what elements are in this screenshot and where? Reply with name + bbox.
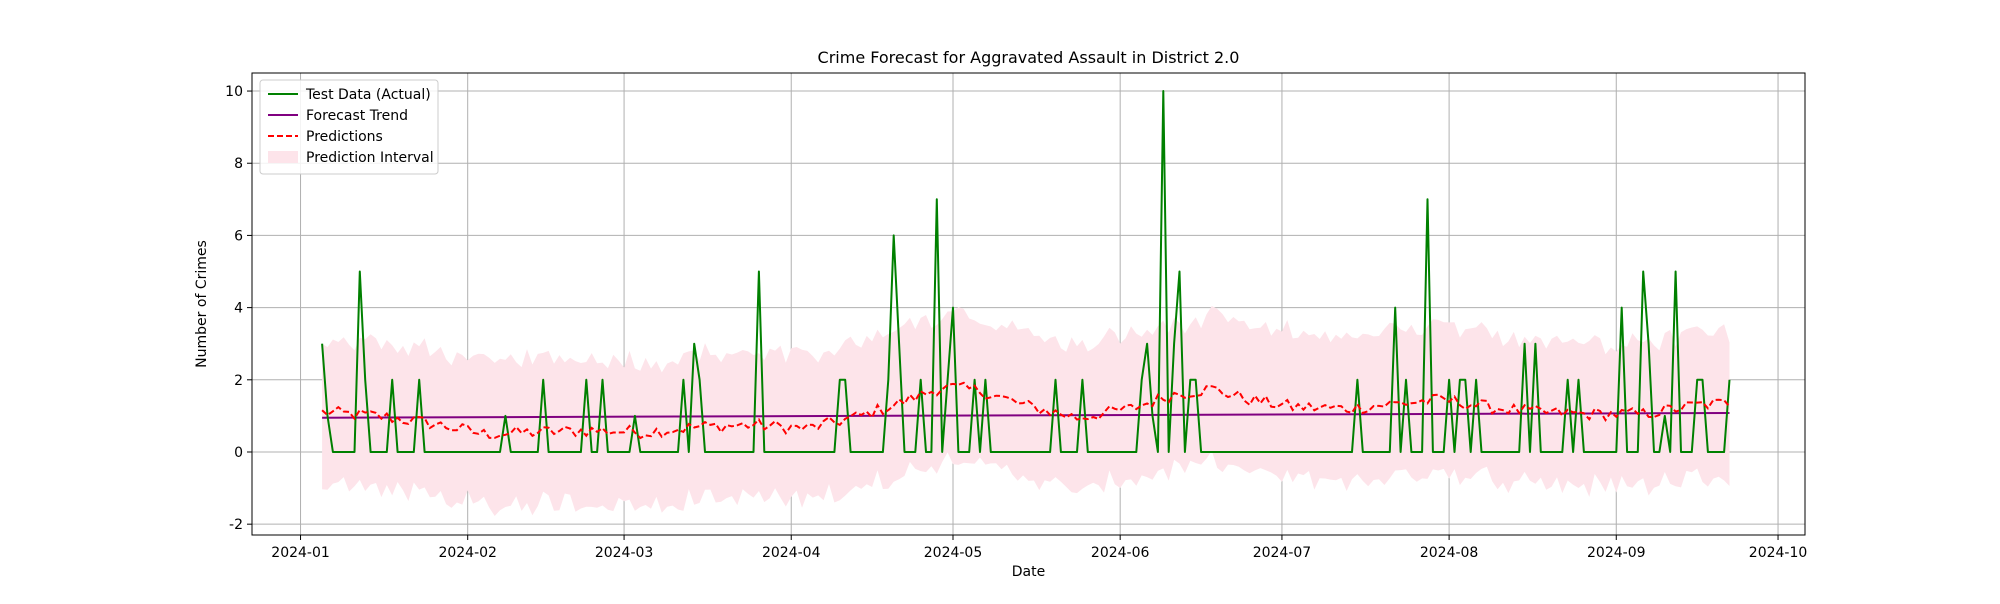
y-tick-label: 6 <box>234 228 243 244</box>
forecast-trend-layer <box>322 412 1730 419</box>
x-tick-label: 2024-04 <box>762 545 821 561</box>
y-tick-label: 2 <box>234 373 243 389</box>
y-tick-label: 8 <box>234 156 243 172</box>
actual-data-line <box>321 90 1731 453</box>
x-tick-label: 2024-08 <box>1420 545 1479 561</box>
legend-label: Forecast Trend <box>306 108 408 124</box>
legend-label: Predictions <box>306 129 383 145</box>
legend-box <box>259 79 439 175</box>
x-tick-label: 2024-01 <box>271 545 330 561</box>
y-tick-label: 4 <box>234 301 243 317</box>
prediction-interval-layer <box>322 306 1730 516</box>
predictions-line <box>321 381 1731 440</box>
x-axis-ticks: 2024-01 2024-02 2024-03 2024-04 2024-05 2024-… <box>271 535 1807 561</box>
x-axis-label: Date <box>1012 564 1045 580</box>
predictions-layer <box>321 381 1731 440</box>
legend-label: Test Data (Actual) <box>305 87 431 103</box>
legend: Test Data (Actual) Forecast Trend Predicti… <box>259 79 439 175</box>
x-tick-label: 2024-10 <box>1749 545 1808 561</box>
x-tick-label: 2024-07 <box>1253 545 1312 561</box>
y-axis-ticks: -2 0 2 4 6 8 10 <box>225 84 252 533</box>
legend-swatch-band <box>268 151 298 163</box>
x-tick-label: 2024-03 <box>595 545 654 561</box>
y-tick-label: -2 <box>229 517 243 533</box>
y-tick-label: 10 <box>225 84 243 100</box>
x-tick-label: 2024-02 <box>438 545 497 561</box>
plot-frame <box>251 72 1806 536</box>
legend-label: Prediction Interval <box>306 150 434 166</box>
forecast-trend-line <box>322 412 1730 419</box>
x-tick-label: 2024-05 <box>924 545 983 561</box>
prediction-interval-band <box>322 306 1730 516</box>
y-axis-label: Number of Crimes <box>194 240 210 368</box>
y-tick-label: 0 <box>234 445 243 461</box>
x-tick-label: 2024-06 <box>1091 545 1150 561</box>
chart-title: Crime Forecast for Aggravated Assault in… <box>818 48 1240 67</box>
actual-data-layer <box>321 90 1731 453</box>
x-tick-label: 2024-09 <box>1587 545 1646 561</box>
